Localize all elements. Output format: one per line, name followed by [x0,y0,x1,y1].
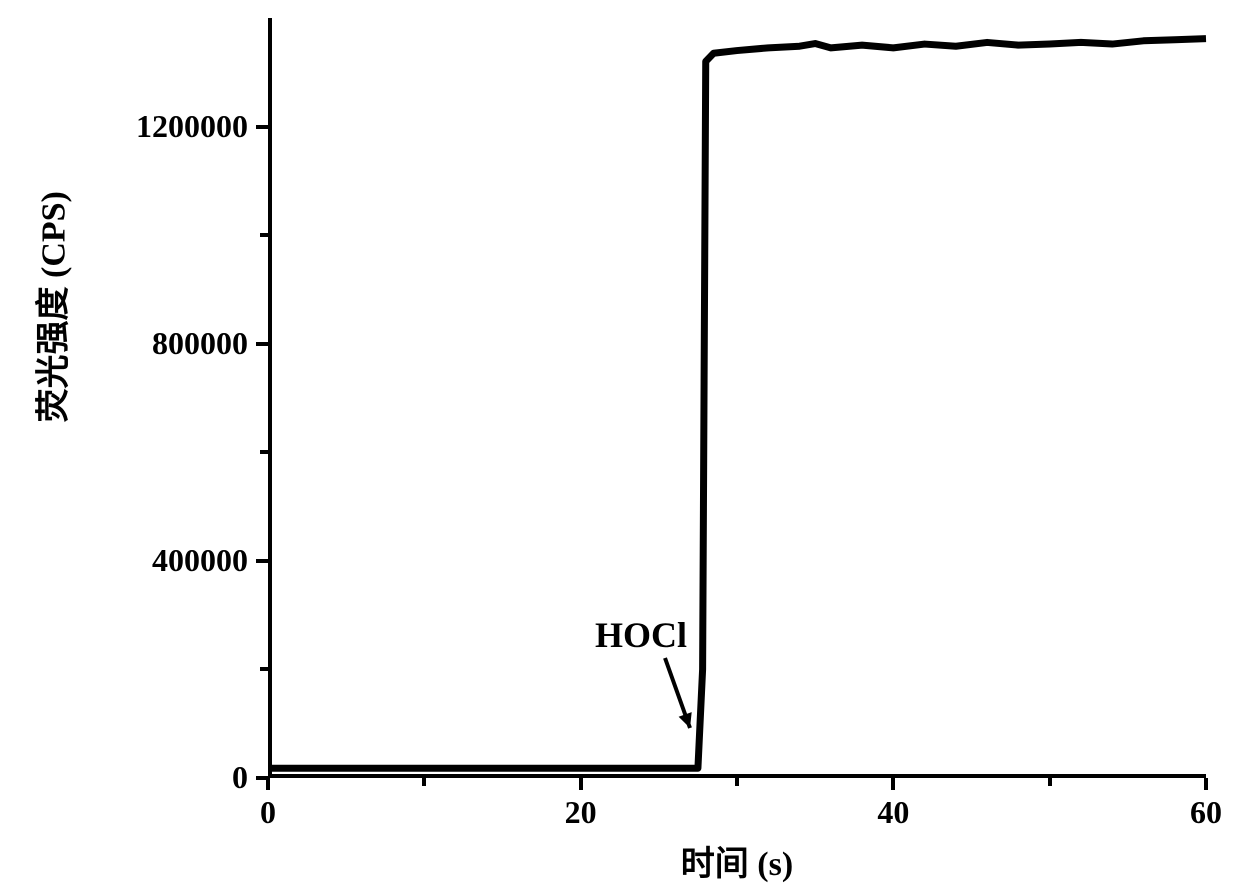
chart-container: 荧光强度 (CPS) 时间 (s) HOCl 04000008000001200… [0,0,1239,886]
y-tick-mark [256,342,268,346]
y-tick-label: 1200000 [136,108,248,145]
x-tick-mark [891,778,895,790]
x-tick-mark [266,778,270,790]
y-tick-mark [256,125,268,129]
x-minor-tick-mark [735,778,739,786]
x-tick-mark [1204,778,1208,790]
y-tick-label: 0 [232,759,248,796]
x-minor-tick-mark [422,778,426,786]
x-tick-mark [579,778,583,790]
x-tick-label: 20 [551,794,611,831]
x-tick-label: 60 [1176,794,1236,831]
y-tick-mark [256,559,268,563]
x-tick-label: 0 [238,794,298,831]
x-tick-label: 40 [863,794,923,831]
x-minor-tick-mark [1048,778,1052,786]
y-minor-tick-mark [260,233,268,237]
y-tick-label: 400000 [152,542,248,579]
y-minor-tick-mark [260,450,268,454]
y-tick-label: 800000 [152,325,248,362]
y-minor-tick-mark [260,667,268,671]
